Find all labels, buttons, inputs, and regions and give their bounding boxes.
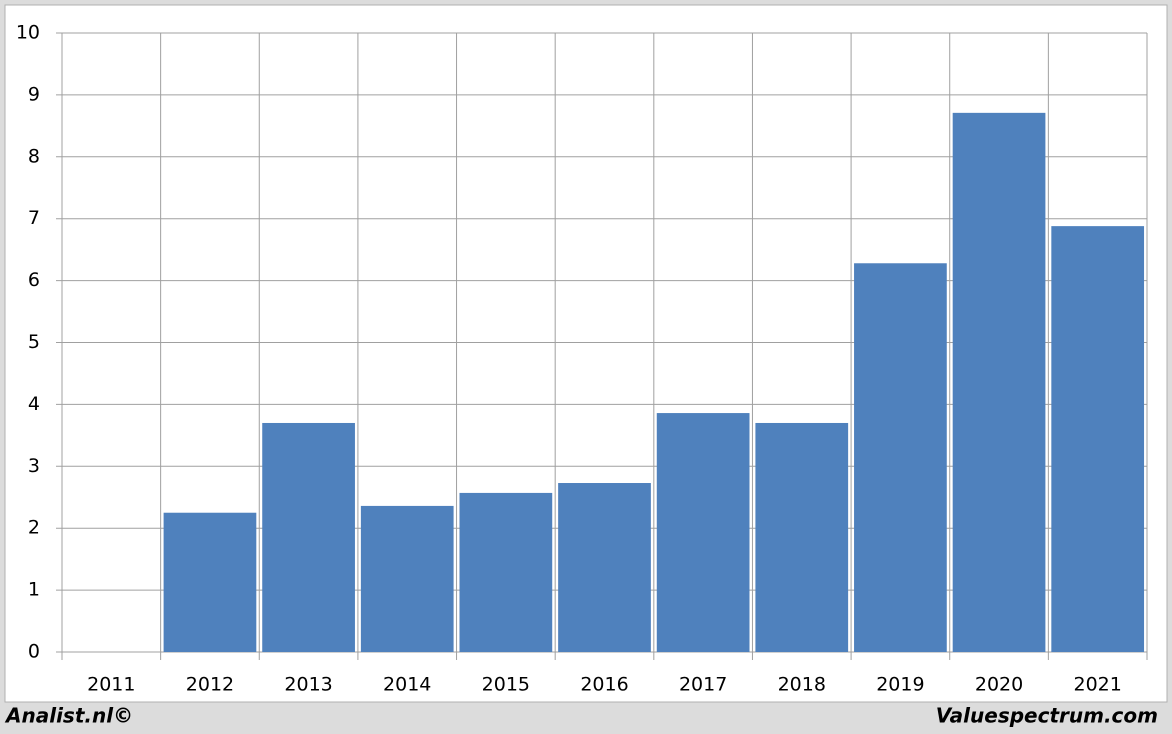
x-tick-label: 2021 [1074, 674, 1122, 696]
bar [163, 512, 257, 652]
x-tick-label: 2015 [482, 674, 530, 696]
y-tick-label: 0 [28, 641, 40, 663]
bar [360, 505, 454, 652]
y-tick-label: 4 [28, 393, 40, 415]
footer-left: Analist.nl© [4, 704, 133, 728]
x-tick-label: 2017 [679, 674, 727, 696]
bar [755, 422, 849, 652]
bar [854, 263, 947, 652]
bar [952, 112, 1046, 652]
x-tick-label: 2020 [975, 674, 1023, 696]
y-tick-label: 7 [28, 207, 40, 229]
x-tick-label: 2016 [580, 674, 628, 696]
x-tick-label: 2012 [186, 674, 234, 696]
y-tick-label: 10 [16, 22, 40, 44]
y-tick-label: 9 [28, 83, 40, 105]
bar [262, 422, 355, 652]
x-tick-label: 2011 [87, 674, 135, 696]
x-tick-label: 2013 [284, 674, 332, 696]
y-tick-label: 1 [28, 579, 40, 601]
y-tick-label: 2 [28, 517, 40, 539]
y-tick-label: 3 [28, 455, 40, 477]
y-tick-label: 5 [28, 331, 40, 353]
bar [656, 413, 750, 652]
bar [558, 483, 651, 652]
footer-right: Valuespectrum.com [936, 704, 1158, 728]
x-tick-label: 2018 [778, 674, 826, 696]
bar [459, 492, 553, 652]
y-tick-label: 8 [28, 145, 40, 167]
bar [1051, 226, 1145, 653]
x-tick-label: 2019 [876, 674, 924, 696]
y-tick-label: 6 [28, 269, 40, 291]
x-tick-label: 2014 [383, 674, 431, 696]
